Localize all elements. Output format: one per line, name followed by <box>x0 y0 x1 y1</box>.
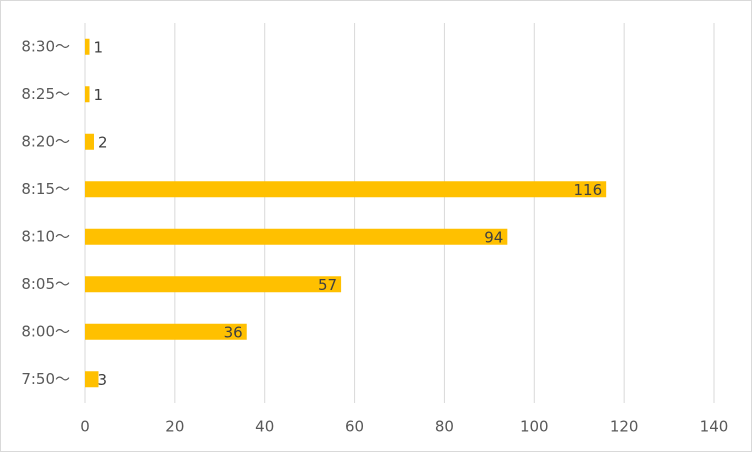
value-label: 57 <box>318 276 337 294</box>
bar <box>85 323 247 340</box>
x-tick-label: 20 <box>165 418 184 436</box>
bar <box>85 38 90 55</box>
value-label: 36 <box>224 323 243 341</box>
y-tick-label: 8:10〜 <box>21 227 70 245</box>
bar <box>85 133 94 150</box>
x-tick-label: 60 <box>345 418 364 436</box>
y-tick-label: 8:05〜 <box>21 275 70 293</box>
y-tick-label: 8:20〜 <box>21 132 70 150</box>
bar <box>85 371 99 388</box>
value-label: 3 <box>97 371 107 389</box>
y-tick-label: 8:30〜 <box>21 37 70 55</box>
value-label: 2 <box>98 133 108 151</box>
y-tick-label: 8:00〜 <box>21 322 70 340</box>
x-tick-label: 100 <box>520 418 549 436</box>
x-tick-label: 80 <box>435 418 454 436</box>
x-tick-label: 120 <box>610 418 639 436</box>
y-tick-label: 8:25〜 <box>21 85 70 103</box>
bar <box>85 86 90 103</box>
bar <box>85 228 508 245</box>
value-label: 1 <box>93 38 103 56</box>
bar <box>85 181 607 198</box>
value-label: 94 <box>484 228 503 246</box>
bar <box>85 276 342 293</box>
y-tick-label: 7:50〜 <box>21 370 70 388</box>
x-tick-label: 0 <box>80 418 90 436</box>
y-tick-label: 8:15〜 <box>21 180 70 198</box>
value-label: 116 <box>574 181 603 199</box>
x-tick-label: 40 <box>255 418 274 436</box>
value-label: 1 <box>93 86 103 104</box>
x-tick-label: 140 <box>700 418 729 436</box>
